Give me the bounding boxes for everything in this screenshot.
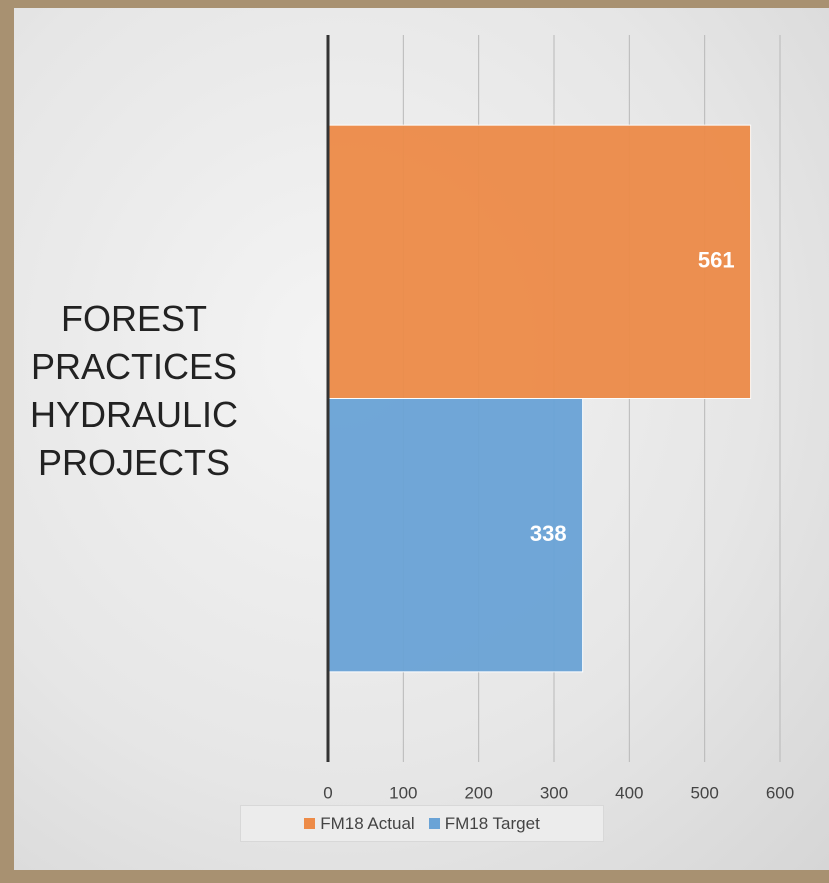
data-label: 561 <box>698 248 735 273</box>
x-tick-label: 300 <box>540 783 568 802</box>
x-tick-label: 100 <box>389 783 417 802</box>
x-tick-label: 0 <box>323 783 332 802</box>
legend-item: FM18 Target <box>428 813 540 834</box>
bar <box>327 124 752 399</box>
x-tick-label: 200 <box>464 783 492 802</box>
x-tick-label: 400 <box>615 783 643 802</box>
legend-label: FM18 Target <box>444 813 540 833</box>
legend: FM18 Actual FM18 Target <box>240 805 604 842</box>
legend-swatch <box>304 818 316 829</box>
bar <box>327 398 584 673</box>
category-label: FOREST PRACTICES HYDRAULIC PROJECTS <box>30 297 239 483</box>
x-tick-label: 500 <box>690 783 718 802</box>
data-label: 338 <box>530 521 567 546</box>
x-tick-label: 600 <box>766 783 794 802</box>
legend-item: FM18 Actual <box>304 814 415 834</box>
legend-label: FM18 Actual <box>320 813 415 833</box>
legend-swatch <box>428 818 440 829</box>
